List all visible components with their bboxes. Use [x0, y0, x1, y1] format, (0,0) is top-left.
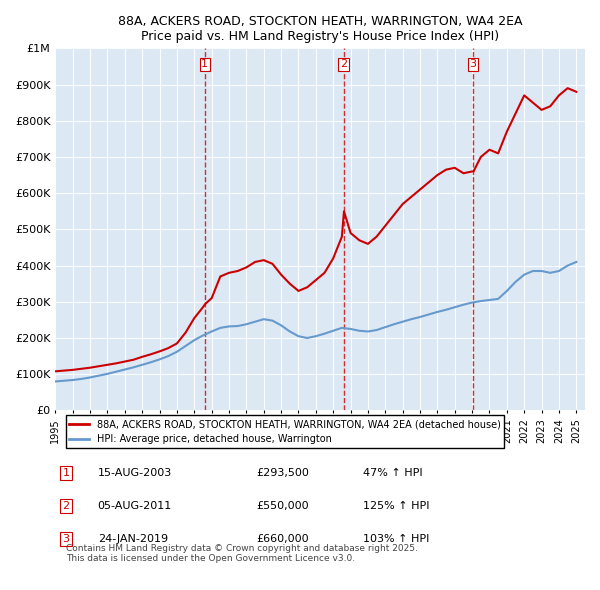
Text: 24-JAN-2019: 24-JAN-2019 [98, 534, 168, 544]
Text: 1: 1 [201, 59, 208, 69]
Text: 1: 1 [62, 468, 70, 478]
Text: 2: 2 [62, 501, 70, 511]
Text: 05-AUG-2011: 05-AUG-2011 [98, 501, 172, 511]
Text: £660,000: £660,000 [257, 534, 309, 544]
Text: 15-AUG-2003: 15-AUG-2003 [98, 468, 172, 478]
Text: 47% ↑ HPI: 47% ↑ HPI [362, 468, 422, 478]
Text: 125% ↑ HPI: 125% ↑ HPI [362, 501, 429, 511]
Text: 3: 3 [62, 534, 70, 544]
Text: 3: 3 [469, 59, 476, 69]
Text: £550,000: £550,000 [257, 501, 309, 511]
Text: 103% ↑ HPI: 103% ↑ HPI [362, 534, 429, 544]
Text: Contains HM Land Registry data © Crown copyright and database right 2025.
This d: Contains HM Land Registry data © Crown c… [66, 544, 418, 563]
Text: £293,500: £293,500 [257, 468, 310, 478]
Legend: 88A, ACKERS ROAD, STOCKTON HEATH, WARRINGTON, WA4 2EA (detached house), HPI: Ave: 88A, ACKERS ROAD, STOCKTON HEATH, WARRIN… [65, 415, 505, 448]
Text: 2: 2 [340, 59, 347, 69]
Title: 88A, ACKERS ROAD, STOCKTON HEATH, WARRINGTON, WA4 2EA
Price paid vs. HM Land Reg: 88A, ACKERS ROAD, STOCKTON HEATH, WARRIN… [118, 15, 523, 43]
